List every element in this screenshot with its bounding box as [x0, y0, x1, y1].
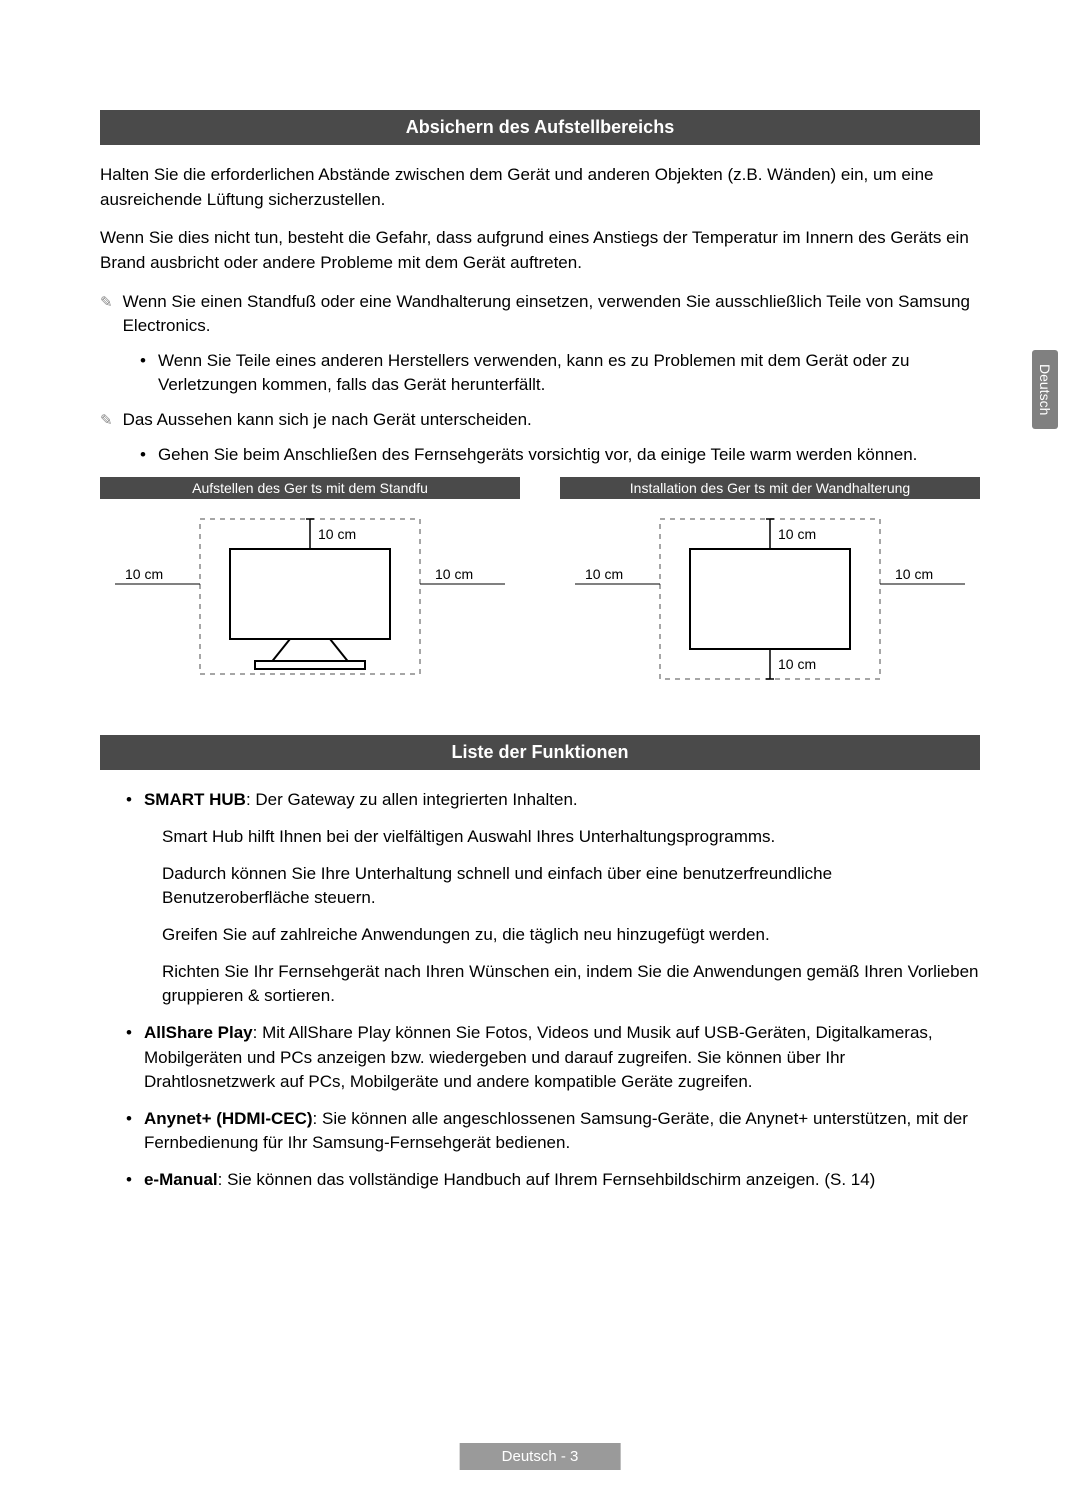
bullet-dot: •	[126, 1107, 132, 1132]
feature-emanual: • e-Manual: Sie können das vollständige …	[100, 1168, 980, 1193]
feature-allshare: • AllShare Play: Mit AllShare Play könne…	[100, 1021, 980, 1095]
note1-sub-text: Wenn Sie Teile eines anderen Herstellers…	[158, 349, 980, 398]
diagram-stand-svg: 10 cm 10 cm 10 cm	[100, 499, 520, 694]
bullet-dot: •	[126, 1021, 132, 1046]
diagram-wall-top-label: 10 cm	[778, 526, 816, 542]
section1-title: Absichern des Aufstellbereichs	[100, 110, 980, 145]
diagram-wall-svg: 10 cm 10 cm 10 cm 10 cm	[560, 499, 980, 694]
bullet-dot: •	[140, 443, 146, 468]
note2-text: Das Aussehen kann sich je nach Gerät unt…	[123, 408, 532, 433]
diagrams-row: Aufstellen des Ger ts mit dem Standfu 10…	[100, 477, 980, 699]
bullet-dot: •	[140, 349, 146, 374]
diagram-wall-left-label: 10 cm	[585, 566, 623, 582]
feature-emanual-text: e-Manual: Sie können das vollständige Ha…	[144, 1168, 875, 1193]
smarthub-sub2: Dadurch können Sie Ihre Unterhaltung sch…	[162, 862, 980, 911]
feature-smarthub-text: SMART HUB: Der Gateway zu allen integrie…	[144, 788, 578, 813]
note1-text: Wenn Sie einen Standfuß oder eine Wandha…	[123, 290, 980, 339]
feature-allshare-text: AllShare Play: Mit AllShare Play können …	[144, 1021, 980, 1095]
diagram-wall: Installation des Ger ts mit der Wandhalt…	[560, 477, 980, 699]
section2-title: Liste der Funktionen	[100, 735, 980, 770]
note-icon: ✎	[100, 292, 113, 314]
note1-sub: • Wenn Sie Teile eines anderen Herstelle…	[140, 349, 980, 398]
note2-sub-text: Gehen Sie beim Anschließen des Fernsehge…	[158, 443, 917, 468]
page-footer: Deutsch - 3	[460, 1443, 621, 1470]
feature-smarthub: • SMART HUB: Der Gateway zu allen integr…	[100, 788, 980, 813]
diagram-stand-left-label: 10 cm	[125, 566, 163, 582]
note1: ✎ Wenn Sie einen Standfuß oder eine Wand…	[100, 290, 980, 339]
feature-list2: • AllShare Play: Mit AllShare Play könne…	[100, 1021, 980, 1193]
smarthub-sub1: Smart Hub hilft Ihnen bei der vielfältig…	[162, 825, 980, 850]
note2: ✎ Das Aussehen kann sich je nach Gerät u…	[100, 408, 980, 433]
diagram-wall-title: Installation des Ger ts mit der Wandhalt…	[560, 477, 980, 499]
note2-sub: • Gehen Sie beim Anschließen des Fernseh…	[140, 443, 980, 468]
page-content: Absichern des Aufstellbereichs Halten Si…	[0, 0, 1080, 1193]
section1-para1: Halten Sie die erforderlichen Abstände z…	[100, 163, 980, 212]
diagram-stand: Aufstellen des Ger ts mit dem Standfu 10…	[100, 477, 520, 699]
diagram-wall-right-label: 10 cm	[895, 566, 933, 582]
smarthub-sub3: Greifen Sie auf zahlreiche Anwendungen z…	[162, 923, 980, 948]
bullet-dot: •	[126, 788, 132, 813]
section1-para2: Wenn Sie dies nicht tun, besteht die Gef…	[100, 226, 980, 275]
diagram-stand-top-label: 10 cm	[318, 526, 356, 542]
feature-list: • SMART HUB: Der Gateway zu allen integr…	[100, 788, 980, 813]
diagram-stand-title: Aufstellen des Ger ts mit dem Standfu	[100, 477, 520, 499]
diagram-stand-right-label: 10 cm	[435, 566, 473, 582]
note-icon: ✎	[100, 410, 113, 432]
diagram-wall-bottom-label: 10 cm	[778, 656, 816, 672]
smarthub-sub4: Richten Sie Ihr Fernsehgerät nach Ihren …	[162, 960, 980, 1009]
bullet-dot: •	[126, 1168, 132, 1193]
feature-anynet: • Anynet+ (HDMI-CEC): Sie können alle an…	[100, 1107, 980, 1156]
feature-anynet-text: Anynet+ (HDMI-CEC): Sie können alle ange…	[144, 1107, 980, 1156]
